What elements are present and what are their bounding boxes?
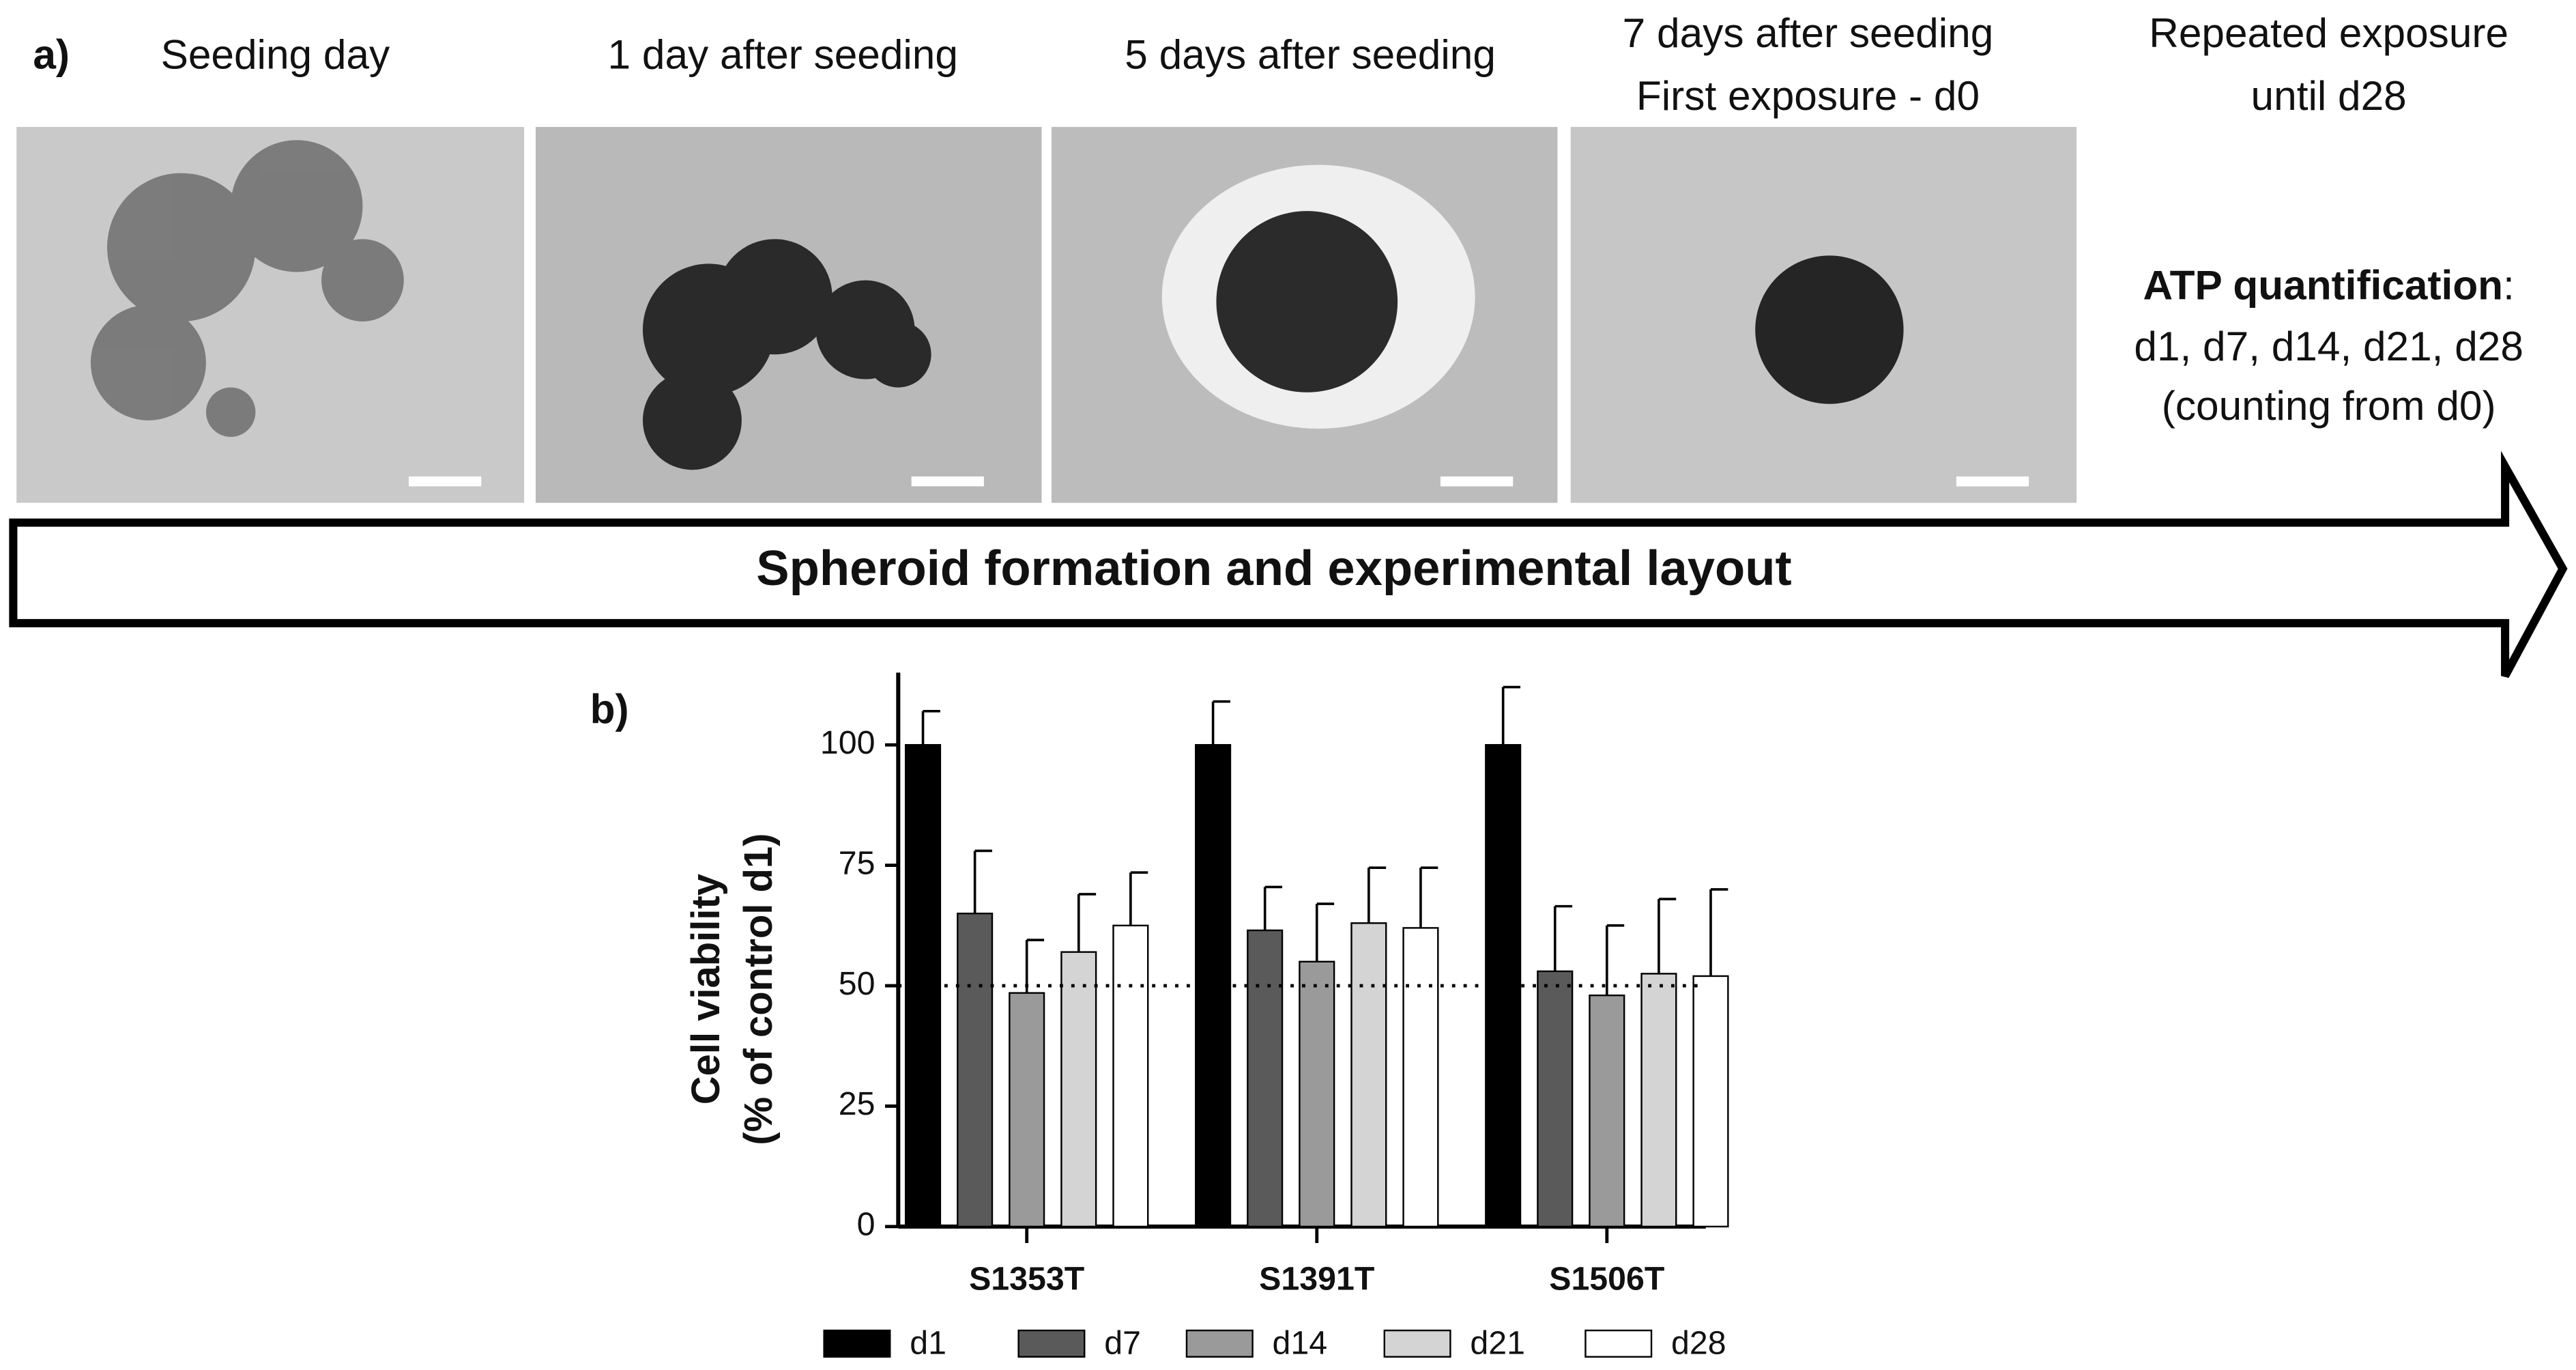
bar (1299, 960, 1335, 1228)
y-tick-label: 50 (839, 965, 875, 1002)
arrow-label: Spheroid formation and experimental layo… (756, 541, 1791, 596)
legend-label: d7 (1104, 1325, 1141, 1362)
legend-label: d1 (910, 1325, 946, 1362)
bar (1247, 929, 1284, 1228)
spheroid (1755, 255, 1904, 404)
cell-cluster (642, 239, 931, 470)
stage-caption: Seeding day (161, 31, 390, 77)
bar (1112, 924, 1149, 1228)
legend-label: d28 (1671, 1325, 1726, 1362)
y-tick-label: 75 (839, 844, 875, 881)
legend-swatch (1017, 1329, 1086, 1358)
panel-label: a) (33, 31, 70, 77)
bar (1350, 922, 1387, 1228)
stage-caption: 5 days after seeding (1125, 31, 1496, 77)
legend-swatch (823, 1329, 891, 1358)
y-axis-label: (% of control d1) (737, 833, 781, 1145)
cell-cluster (90, 140, 404, 438)
y-tick-label: 0 (857, 1206, 875, 1243)
bar (1402, 927, 1439, 1228)
bar (1485, 744, 1522, 1228)
legend-label: d14 (1273, 1325, 1328, 1362)
stage-caption: 7 days after seeding (1623, 10, 1994, 56)
legend-swatch (1584, 1329, 1653, 1358)
atp-line: (counting from d0) (2162, 382, 2496, 429)
timeline-arrow (9, 451, 2568, 679)
x-tick-label: S1353T (969, 1260, 1084, 1297)
bar (1692, 975, 1729, 1228)
bar (1640, 973, 1677, 1228)
panel-label: b) (590, 685, 629, 732)
atp-title: ATP quantification (2143, 262, 2503, 309)
scale-bar (911, 476, 984, 487)
legend-swatch (1383, 1329, 1451, 1358)
scale-bar (1440, 476, 1514, 487)
atp-colon: : (2503, 262, 2515, 309)
scale-bar (1956, 476, 2029, 487)
x-tick-label: S1506T (1549, 1260, 1664, 1297)
stage-caption: until d28 (2251, 72, 2407, 119)
y-tick-label: 25 (839, 1085, 875, 1122)
stage-caption: First exposure - d0 (1636, 72, 1980, 119)
legend-label: d21 (1470, 1325, 1525, 1362)
bar (1009, 992, 1045, 1228)
atp-heading: ATP quantification: (2143, 262, 2514, 309)
bar (957, 913, 994, 1228)
scale-bar (409, 476, 482, 487)
bar (1537, 970, 1574, 1228)
bar (1589, 994, 1625, 1228)
stage-caption: 1 day after seeding (608, 31, 958, 77)
atp-line: d1, d7, d14, d21, d28 (2134, 323, 2523, 369)
legend-swatch (1185, 1329, 1254, 1358)
spheroid (1216, 211, 1398, 393)
stage-caption: Repeated exposure (2149, 10, 2508, 56)
x-tick-label: S1391T (1259, 1260, 1374, 1297)
micrographs (16, 126, 2077, 503)
y-tick-label: 100 (820, 724, 875, 761)
y-axis-label: Cell viability (684, 874, 728, 1104)
bar (1060, 951, 1097, 1228)
